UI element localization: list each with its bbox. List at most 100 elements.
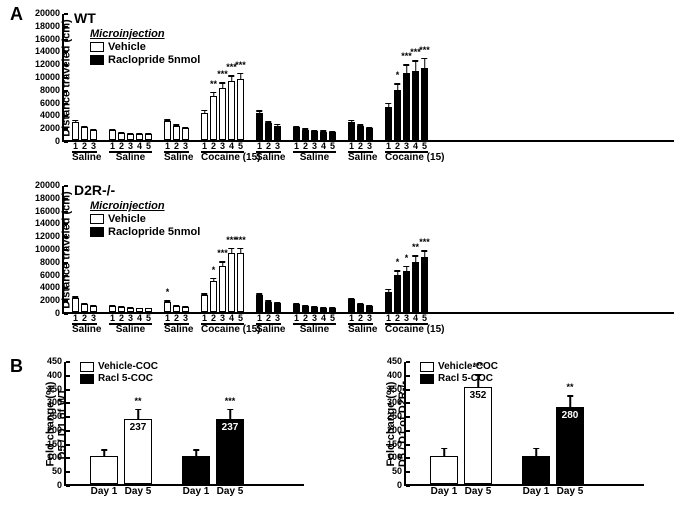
x-tick-num: 2 <box>303 313 308 323</box>
error-bar <box>176 305 178 307</box>
y-tick: 0 <box>55 308 64 318</box>
group-label: Cocaine (15) <box>385 152 428 163</box>
error-bar <box>176 124 178 127</box>
y-tick: 12000 <box>35 231 64 241</box>
bar <box>136 308 143 312</box>
error-bar <box>443 448 445 458</box>
bar <box>274 303 281 312</box>
error-bar <box>75 296 77 299</box>
bar <box>385 107 392 140</box>
bar <box>118 133 125 140</box>
error-bar <box>185 306 187 308</box>
bar <box>302 130 309 140</box>
x-tick-label: Day 5 <box>557 486 584 497</box>
bar <box>81 127 88 140</box>
value-label: 352 <box>470 390 487 401</box>
x-tick-num: 5 <box>238 313 243 323</box>
group-label: Saline <box>348 152 373 163</box>
y-tick: 200 <box>47 425 66 435</box>
x-tick-num: 4 <box>137 313 142 323</box>
x-tick-num: 5 <box>422 141 427 151</box>
significance-marker: *** <box>419 238 430 247</box>
error-bar <box>268 300 270 303</box>
y-tick: 0 <box>397 480 406 490</box>
bar <box>72 298 79 312</box>
significance-marker: * <box>396 71 400 80</box>
y-tick: 400 <box>47 370 66 380</box>
panel-a-chart-0: Distance traveled (cm)020004000600080001… <box>4 10 694 180</box>
x-tick-num: 1 <box>73 313 78 323</box>
bar <box>81 304 88 312</box>
error-bar <box>121 306 123 308</box>
bar <box>127 134 134 140</box>
x-tick-label: Day 1 <box>183 486 210 497</box>
x-tick-num: 3 <box>128 313 133 323</box>
bar <box>136 134 143 140</box>
x-tick-num: 1 <box>257 141 262 151</box>
y-tick: 350 <box>47 384 66 394</box>
bar <box>237 79 244 140</box>
x-tick-num: 1 <box>257 313 262 323</box>
error-bar <box>240 248 242 254</box>
panel-b-chart-0: Fold change (%)D5 / D1 of WT050100150200… <box>20 362 320 510</box>
legend-swatch <box>420 374 434 384</box>
error-bar <box>415 255 417 263</box>
error-bar <box>240 73 242 80</box>
x-tick-num: 4 <box>413 141 418 151</box>
y-tick: 4000 <box>40 282 64 292</box>
error-bar <box>84 303 86 305</box>
error-bar <box>406 64 408 74</box>
error-bar <box>332 307 334 309</box>
error-bar <box>397 83 399 91</box>
y-tick: 16000 <box>35 206 64 216</box>
x-tick-num: 1 <box>202 313 207 323</box>
legend-text: Vehicle-COC <box>438 361 498 372</box>
panel-b-chart-1: Fold change (%)D5 / D1 of D2R-/-05010015… <box>360 362 660 510</box>
x-tick-num: 3 <box>404 313 409 323</box>
legend-text: Vehicle <box>108 41 146 53</box>
bar <box>274 126 281 140</box>
y-tick: 250 <box>47 411 66 421</box>
legend-swatch <box>90 42 104 52</box>
bar <box>90 456 118 484</box>
y-tick: 200 <box>387 425 406 435</box>
x-tick-num: 1 <box>165 313 170 323</box>
error-bar <box>569 395 571 407</box>
group-label: Saline <box>256 324 281 335</box>
significance-marker: *** <box>419 46 430 55</box>
y-tick: 2000 <box>40 123 64 133</box>
bar <box>164 121 171 140</box>
chart-title: D2R-/- <box>74 182 115 198</box>
bar <box>320 132 327 140</box>
bar <box>256 295 263 312</box>
x-tick-num: 1 <box>165 141 170 151</box>
error-bar <box>93 305 95 307</box>
x-tick-num: 1 <box>349 141 354 151</box>
x-tick-num: 5 <box>330 141 335 151</box>
bar <box>329 308 336 312</box>
error-bar <box>222 82 224 88</box>
x-tick-num: 1 <box>73 141 78 151</box>
x-tick-num: 3 <box>404 141 409 151</box>
y-tick: 16000 <box>35 34 64 44</box>
y-tick: 350 <box>387 384 406 394</box>
error-bar <box>296 126 298 129</box>
bar <box>201 113 208 140</box>
legend: MicroinjectionVehicleRaclopride 5nmol <box>90 28 200 66</box>
value-label: 237 <box>222 422 239 433</box>
x-tick-label: Day 5 <box>217 486 244 497</box>
y-tick: 6000 <box>40 270 64 280</box>
error-bar <box>360 124 362 127</box>
legend-item: Vehicle-COC <box>80 361 158 372</box>
bar <box>201 295 208 312</box>
error-bar <box>259 293 261 296</box>
error-bar <box>185 127 187 130</box>
x-tick-num: 2 <box>119 313 124 323</box>
error-bar <box>231 75 233 82</box>
x-tick-num: 2 <box>82 313 87 323</box>
error-bar <box>84 126 86 129</box>
legend-text: Racl 5-COC <box>438 373 493 384</box>
y-tick: 50 <box>52 466 66 476</box>
x-tick-num: 4 <box>321 141 326 151</box>
legend-item: Raclopride 5nmol <box>90 226 200 238</box>
